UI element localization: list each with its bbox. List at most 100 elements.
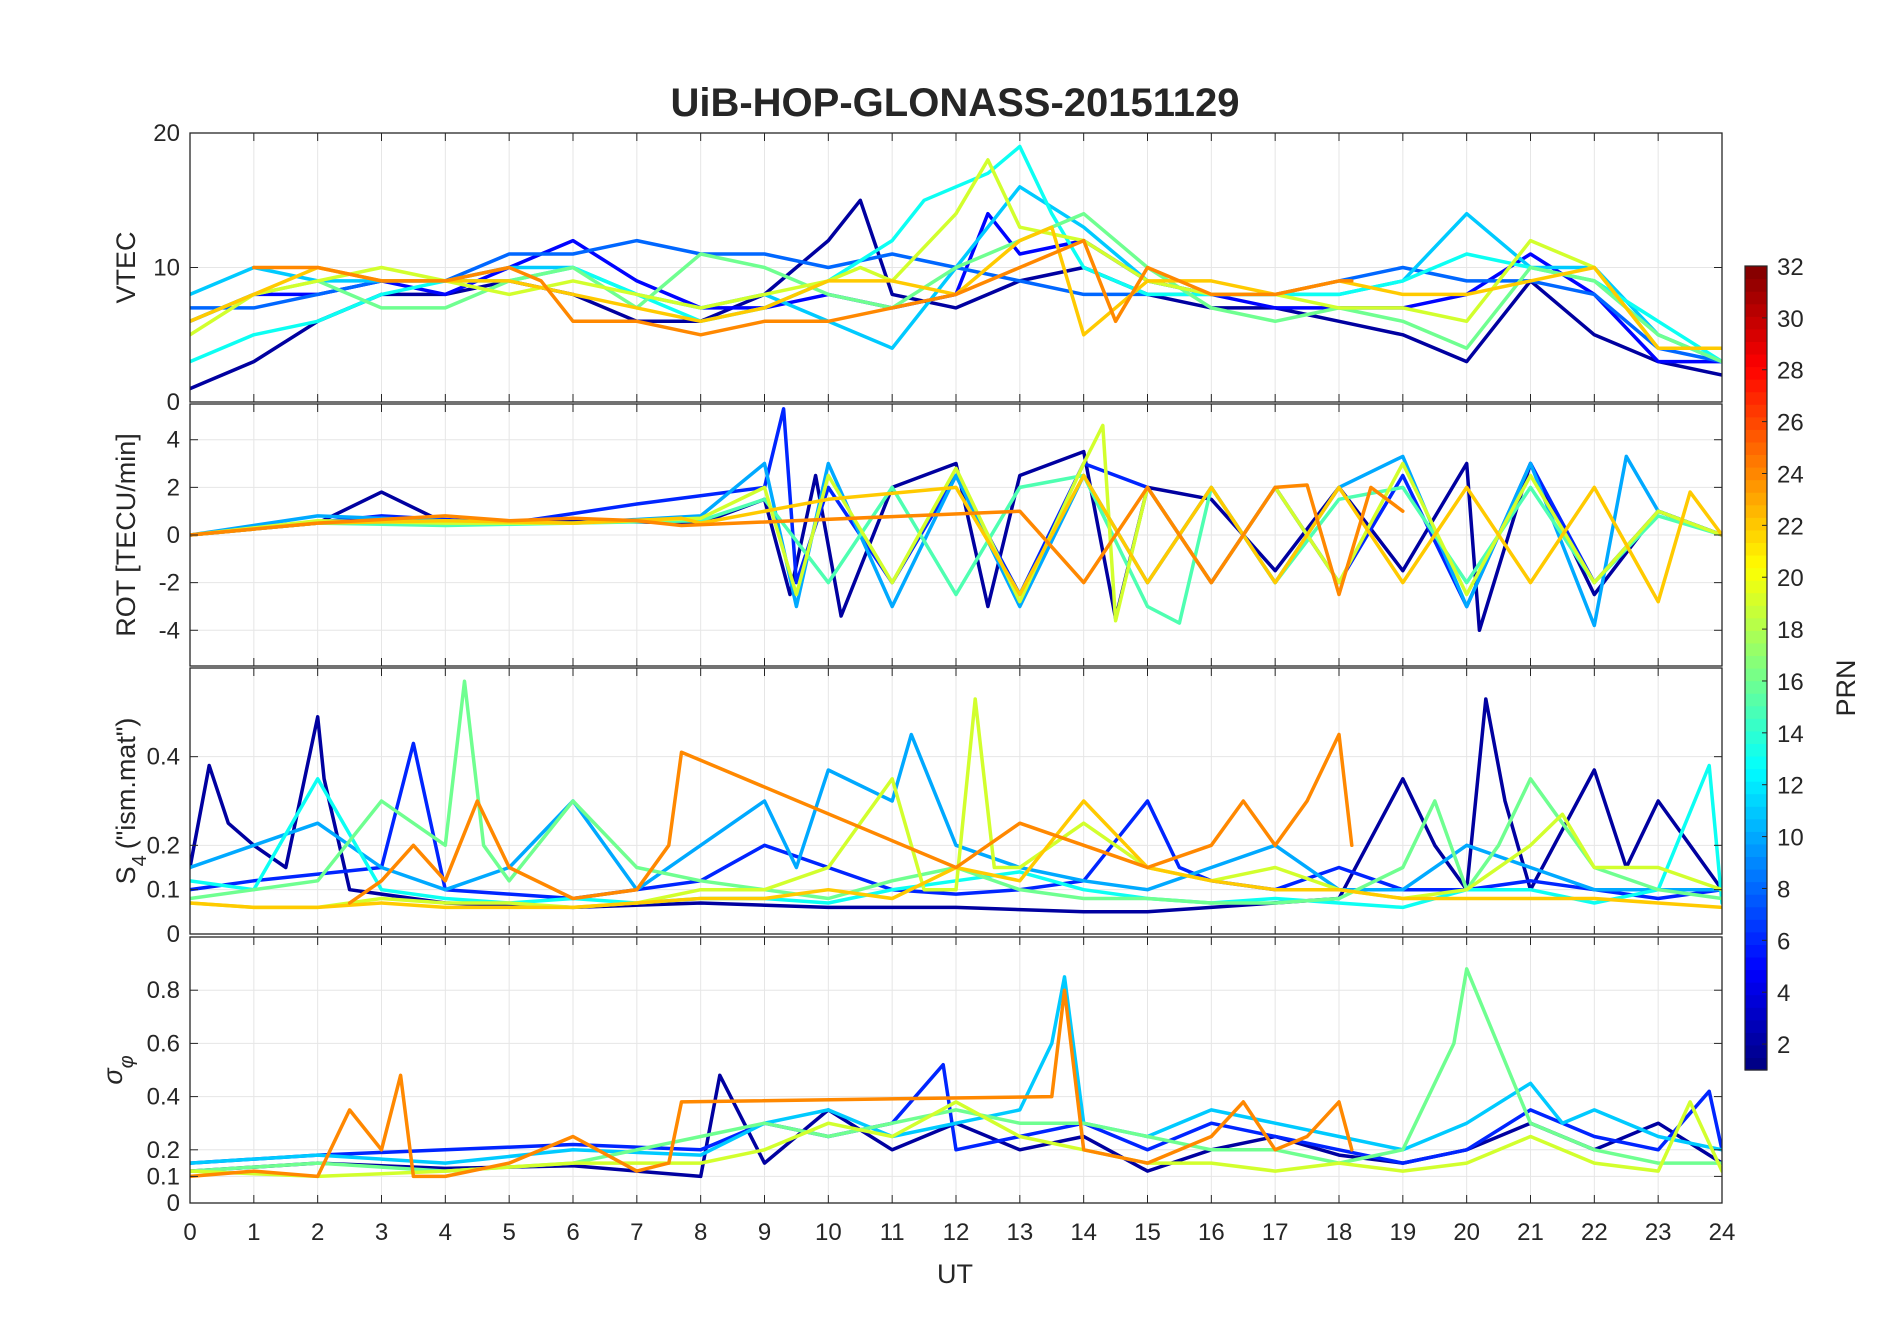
x-tick-label: 2 bbox=[311, 1219, 324, 1246]
colorbar-tick-label: 26 bbox=[1777, 410, 1804, 437]
colorbar-band bbox=[1745, 730, 1767, 744]
colorbar-band bbox=[1745, 743, 1767, 757]
x-tick-label: 18 bbox=[1326, 1219, 1353, 1246]
colorbar-band bbox=[1745, 278, 1767, 292]
s4-y-tick-label: 0.2 bbox=[147, 832, 180, 859]
colorbar-band bbox=[1745, 1032, 1767, 1046]
colorbar-band bbox=[1745, 655, 1767, 669]
colorbar-band bbox=[1745, 818, 1767, 832]
colorbar-tick-label: 30 bbox=[1777, 306, 1804, 333]
colorbar-band bbox=[1745, 982, 1767, 996]
colorbar-band bbox=[1745, 881, 1767, 895]
colorbar-band bbox=[1745, 831, 1767, 845]
colorbar-band bbox=[1745, 680, 1767, 694]
colorbar-band bbox=[1745, 391, 1767, 405]
colorbar-band bbox=[1745, 781, 1767, 795]
colorbar-band bbox=[1745, 266, 1767, 280]
colorbar-band bbox=[1745, 517, 1767, 531]
sigma-phi-y-tick-label: 0.2 bbox=[147, 1137, 180, 1164]
colorbar-band bbox=[1745, 492, 1767, 506]
colorbar-band bbox=[1745, 944, 1767, 958]
x-tick-label: 12 bbox=[943, 1219, 970, 1246]
rot-series-prn-22 bbox=[190, 473, 1722, 604]
colorbar-tick-label: 20 bbox=[1777, 565, 1804, 592]
x-tick-label: 16 bbox=[1198, 1219, 1225, 1246]
colorbar-band bbox=[1745, 630, 1767, 644]
sigma-phi-series-prn-16 bbox=[190, 967, 1722, 1173]
colorbar-band bbox=[1745, 605, 1767, 619]
sigma-phi-y-tick-label: 0 bbox=[167, 1190, 180, 1217]
x-tick-label: 1 bbox=[247, 1219, 260, 1246]
s4-series-group bbox=[190, 679, 1722, 914]
vtec-panel: 0 10 20 VTEC bbox=[111, 120, 1723, 416]
rot-y-tick-label: 2 bbox=[167, 474, 180, 501]
colorbar-band bbox=[1745, 956, 1767, 971]
colorbar-tick-label: 12 bbox=[1777, 773, 1804, 800]
rot-panel: -4 -2 0 2 4 ROT [TECU/min] bbox=[111, 403, 1723, 667]
colorbar-band bbox=[1745, 341, 1767, 355]
vtec-y-tick-label: 20 bbox=[153, 120, 180, 147]
colorbar-band bbox=[1745, 529, 1767, 543]
colorbar-band bbox=[1745, 353, 1767, 368]
colorbar-band bbox=[1745, 969, 1767, 983]
x-tick-label: 6 bbox=[566, 1219, 579, 1246]
x-tick-label: 5 bbox=[502, 1219, 515, 1246]
vtec-series-prn-19 bbox=[190, 158, 1722, 350]
colorbar-band bbox=[1745, 1019, 1767, 1033]
colorbar-band bbox=[1745, 1044, 1767, 1059]
x-tick-label: 14 bbox=[1070, 1219, 1097, 1246]
vtec-series-prn-22 bbox=[190, 225, 1722, 350]
chart-title: UiB-HOP-GLONASS-20151129 bbox=[670, 81, 1239, 125]
vtec-series-prn-16 bbox=[190, 211, 1722, 364]
colorbar-band bbox=[1745, 668, 1767, 682]
x-tick-label: 8 bbox=[694, 1219, 707, 1246]
colorbar-tick-label: 24 bbox=[1777, 461, 1804, 488]
x-tick-label: 15 bbox=[1134, 1219, 1161, 1246]
colorbar-tick-label: 18 bbox=[1777, 617, 1804, 644]
colorbar-band bbox=[1745, 303, 1767, 317]
rot-y-tick-label: -4 bbox=[159, 617, 180, 644]
colorbar-tick-label: 8 bbox=[1777, 876, 1790, 903]
rot-y-axis-label: ROT [TECU/min] bbox=[111, 433, 141, 637]
colorbar-tick-label: 28 bbox=[1777, 358, 1804, 385]
x-axis-label: UT bbox=[937, 1259, 973, 1289]
sigma-phi-series-prn-11 bbox=[190, 975, 1722, 1165]
colorbar-band bbox=[1745, 504, 1767, 518]
rot-y-tick-label: -2 bbox=[159, 570, 180, 597]
colorbar-tick-label: 22 bbox=[1777, 513, 1804, 540]
colorbar-band bbox=[1745, 617, 1767, 631]
x-tick-label: 9 bbox=[758, 1219, 771, 1246]
colorbar-band bbox=[1745, 441, 1767, 456]
vtec-y-tick-label: 0 bbox=[167, 389, 180, 416]
s4-series-prn-13 bbox=[190, 763, 1722, 910]
colorbar-band bbox=[1745, 454, 1767, 468]
colorbar-band bbox=[1745, 919, 1767, 933]
sigma-phi-series-prn-24 bbox=[190, 988, 1354, 1179]
colorbar-tick-label: 16 bbox=[1777, 669, 1804, 696]
colorbar-band bbox=[1745, 718, 1767, 732]
colorbar-frame bbox=[1744, 265, 1768, 1071]
s4-series-prn-19 bbox=[190, 697, 1722, 910]
x-tick-label: 19 bbox=[1389, 1219, 1416, 1246]
colorbar-band bbox=[1745, 416, 1767, 430]
x-tick-label: 23 bbox=[1645, 1219, 1672, 1246]
x-tick-label: 4 bbox=[439, 1219, 452, 1246]
vtec-series-prn-5 bbox=[190, 211, 1722, 364]
colorbar-tick-label: 2 bbox=[1777, 1032, 1790, 1059]
rot-y-tick-label: 4 bbox=[167, 427, 180, 454]
colorbar-band bbox=[1745, 705, 1767, 719]
colorbar-band bbox=[1745, 580, 1767, 594]
sigma-phi-y-tick-label: 0.6 bbox=[147, 1030, 180, 1057]
rot-y-tick-label: 0 bbox=[167, 522, 180, 549]
sigma-phi-y-axis-label: σφ bbox=[98, 1055, 138, 1084]
colorbar-band bbox=[1745, 642, 1767, 657]
colorbar-tick-label: 14 bbox=[1777, 721, 1804, 748]
colorbar-band bbox=[1745, 328, 1767, 342]
x-tick-label: 17 bbox=[1262, 1219, 1289, 1246]
x-tick-label: 3 bbox=[375, 1219, 388, 1246]
colorbar-tick-label: 10 bbox=[1777, 825, 1804, 852]
colorbar-band bbox=[1745, 567, 1767, 581]
colorbar-band bbox=[1745, 366, 1767, 380]
